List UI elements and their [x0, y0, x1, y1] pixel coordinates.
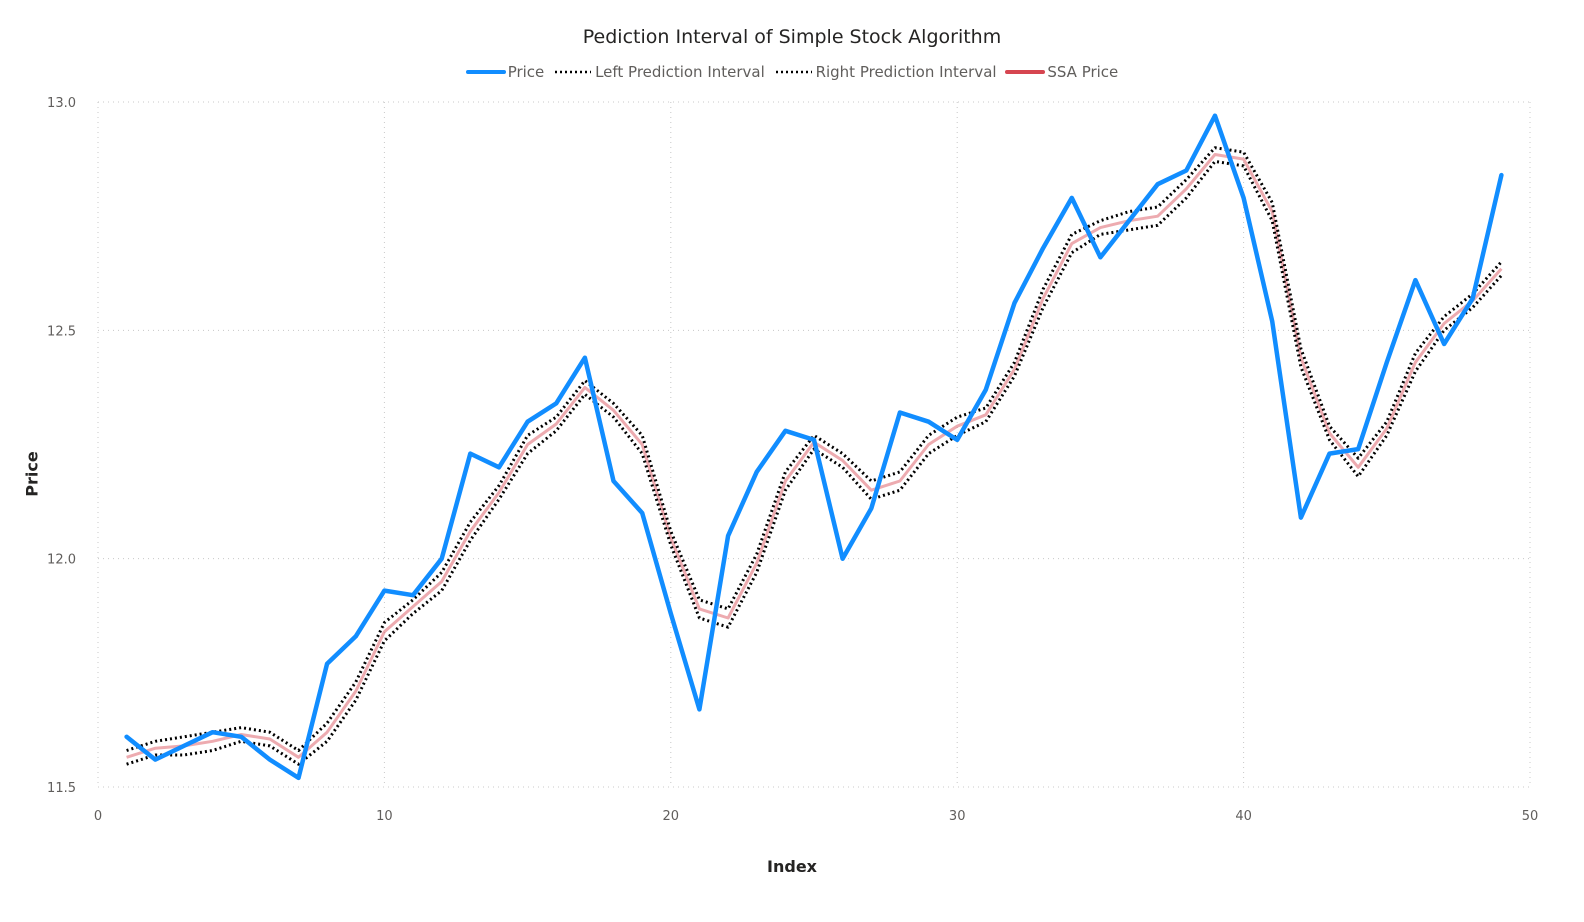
- legend-label-right-interval: Right Prediction Interval: [815, 62, 997, 81]
- legend-item-left-interval[interactable]: Left Prediction Interval: [553, 63, 765, 81]
- y-tick-label: 12.0: [47, 553, 76, 568]
- y-axis-label: Price: [22, 451, 42, 497]
- y-tick-label: 11.5: [47, 781, 76, 796]
- chart-title: Pediction Interval of Simple Stock Algor…: [582, 26, 1002, 48]
- legend-swatch-left-interval: [555, 70, 592, 73]
- series-line-left-prediction-interval: [126, 159, 1503, 766]
- x-tick-label: 10: [376, 809, 393, 824]
- x-axis-label: Index: [767, 857, 817, 876]
- x-tick-label: 0: [94, 809, 102, 824]
- legend-label-left-interval: Left Prediction Interval: [595, 62, 765, 81]
- legend-item-ssa-price[interactable]: SSA Price: [1005, 63, 1118, 81]
- legend-item-price[interactable]: Price: [465, 62, 545, 81]
- x-tick-label: 30: [949, 809, 966, 824]
- legend-swatch-price: [465, 69, 506, 74]
- legend: Price Left Prediction Interval Right Pre…: [0, 62, 1584, 81]
- legend-swatch-ssa-price: [1005, 69, 1046, 74]
- legend-item-right-interval[interactable]: Right Prediction Interval: [774, 63, 997, 81]
- legend-label-ssa-price: SSA Price: [1047, 62, 1119, 81]
- y-tick-label: 12.5: [47, 324, 76, 339]
- legend-swatch-right-interval: [775, 70, 812, 73]
- y-tick-label: 13.0: [47, 96, 76, 111]
- series-line-ssa-price: [126, 153, 1503, 759]
- legend-label-price: Price: [507, 62, 545, 81]
- series-line-price: [124, 113, 1504, 781]
- x-tick-label: 20: [663, 809, 680, 824]
- x-tick-label: 50: [1522, 809, 1539, 824]
- x-tick-label: 40: [1235, 809, 1252, 824]
